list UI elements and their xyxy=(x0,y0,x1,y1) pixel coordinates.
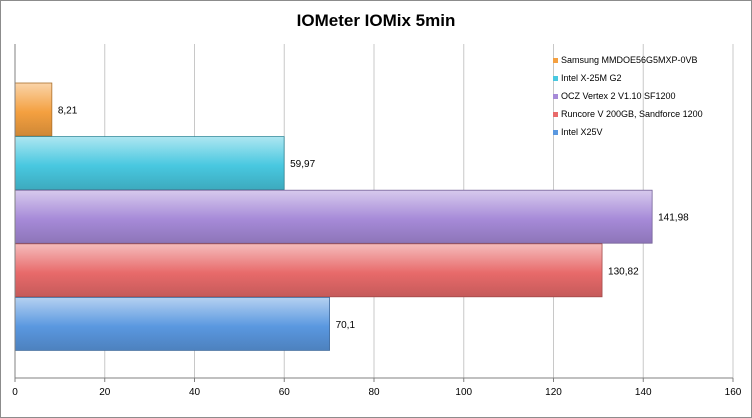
legend-item-4: Intel X25V xyxy=(553,123,738,141)
legend-swatch xyxy=(553,57,558,63)
x-tick-label: 0 xyxy=(12,387,18,398)
data-label-0: 8,21 xyxy=(58,106,78,117)
x-tick-label: 140 xyxy=(635,387,652,398)
bar-3 xyxy=(14,243,603,298)
legend-item-1: Intel X-25M G2 xyxy=(553,69,738,87)
legend-swatch xyxy=(553,111,558,117)
legend: Samsung MMDOE56G5MXP-0VB Intel X-25M G2 OC… xyxy=(553,51,738,141)
x-tick-label: 20 xyxy=(99,387,111,398)
bars xyxy=(14,82,653,351)
legend-item-3: Runcore V 200GB, Sandforce 1200 xyxy=(553,105,738,123)
bar-4 xyxy=(14,296,330,351)
x-tick-label: 160 xyxy=(725,387,742,398)
bar-1 xyxy=(14,136,285,191)
axes: 0 20 40 60 80 100 120 140 160 xyxy=(12,44,742,398)
x-tick-label: 100 xyxy=(455,387,472,398)
legend-swatch xyxy=(553,129,558,135)
legend-label: Intel X25V xyxy=(561,127,603,137)
legend-item-2: OCZ Vertex 2 V1.10 SF1200 xyxy=(553,87,738,105)
x-tick-label: 40 xyxy=(189,387,201,398)
data-label-4: 70,1 xyxy=(336,320,356,331)
legend-label: Runcore V 200GB, Sandforce 1200 xyxy=(561,109,703,119)
data-label-2: 141,98 xyxy=(658,213,689,224)
bar-2 xyxy=(14,189,653,244)
data-label-1: 59,97 xyxy=(290,159,315,170)
legend-label: Samsung MMDOE56G5MXP-0VB xyxy=(561,55,698,65)
chart-title: IOMeter IOMix 5min xyxy=(296,11,456,30)
x-tick-label: 80 xyxy=(368,387,380,398)
legend-label: OCZ Vertex 2 V1.10 SF1200 xyxy=(561,91,676,101)
legend-swatch xyxy=(553,93,558,99)
legend-swatch xyxy=(553,75,558,81)
x-tick-label: 120 xyxy=(545,387,562,398)
data-labels: 8,21 59,97 141,98 130,82 70,1 xyxy=(58,106,689,331)
data-label-3: 130,82 xyxy=(608,266,639,277)
legend-item-0: Samsung MMDOE56G5MXP-0VB xyxy=(553,51,738,69)
legend-label: Intel X-25M G2 xyxy=(561,73,622,83)
x-tick-label: 60 xyxy=(279,387,291,398)
bar-0 xyxy=(14,82,53,137)
